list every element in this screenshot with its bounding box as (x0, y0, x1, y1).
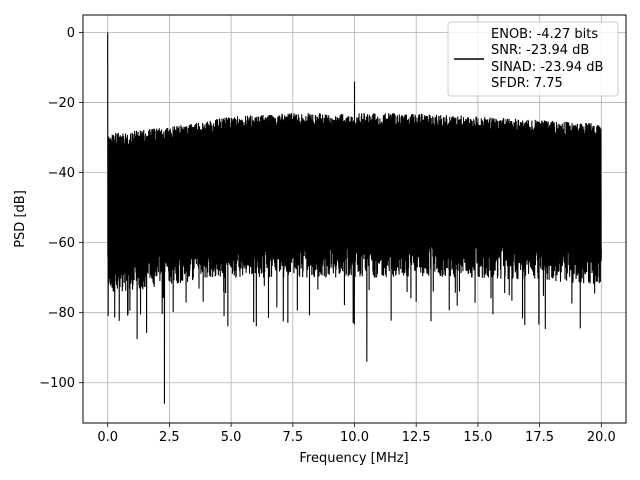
x-tick-label: 5.0 (221, 430, 242, 445)
y-tick-label: 0 (67, 26, 75, 41)
x-tick-label: 0.0 (97, 430, 118, 445)
x-tick-label: 12.5 (402, 430, 431, 445)
legend-box (447, 21, 619, 97)
y-axis-label: PSD [dB] (13, 190, 28, 248)
psd-trace-line (107, 32, 602, 404)
legend-entry-snr: SNR: -23.94 dB (491, 43, 589, 58)
legend-entry-sfdr: SFDR: 7.75 (491, 76, 563, 91)
x-tick-label: 17.5 (525, 430, 554, 445)
y-axis: 0 −20 −40 −60 −80 −100 (39, 26, 83, 391)
legend-entry-sinad: SINAD: -23.94 dB (491, 60, 603, 75)
y-tick-label: −80 (48, 306, 75, 321)
series-psd (107, 32, 602, 404)
y-tick-label: −60 (48, 236, 75, 251)
x-tick-label: 10.0 (340, 430, 369, 445)
y-tick-label: −20 (48, 96, 75, 111)
x-axis: 0.0 2.5 5.0 7.5 10.0 12.5 15.0 17.5 20.0 (97, 423, 616, 445)
y-tick-label: −40 (48, 166, 75, 181)
x-tick-label: 7.5 (282, 430, 303, 445)
x-axis-label: Frequency [MHz] (299, 451, 408, 466)
legend-entry-enob: ENOB: -4.27 bits (491, 27, 598, 42)
legend: ENOB: -4.27 bits SNR: -23.94 dB SINAD: -… (447, 21, 619, 97)
x-tick-label: 15.0 (463, 430, 492, 445)
y-tick-label: −100 (39, 376, 75, 391)
x-tick-label: 2.5 (159, 430, 180, 445)
x-tick-label: 20.0 (587, 430, 616, 445)
